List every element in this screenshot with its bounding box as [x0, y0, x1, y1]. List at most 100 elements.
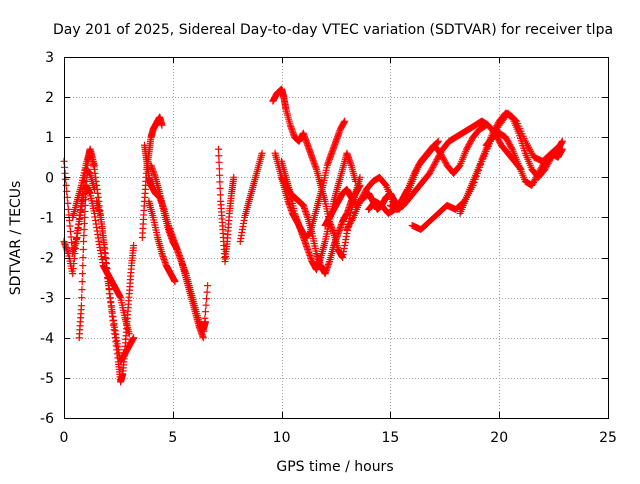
data-point — [539, 160, 547, 168]
data-point — [216, 184, 224, 192]
plot-frame — [64, 57, 609, 419]
data-point — [78, 278, 86, 286]
x-tick-label: 20 — [490, 430, 508, 446]
data-point — [410, 169, 418, 177]
data-point — [158, 121, 166, 129]
series-arc-19 — [386, 117, 525, 213]
data-point — [204, 282, 212, 290]
data-point — [529, 178, 537, 186]
data-point — [381, 180, 389, 188]
data-point — [345, 222, 353, 230]
data-point — [356, 181, 364, 189]
data-point — [341, 117, 349, 125]
data-point — [502, 133, 510, 141]
data-point — [530, 177, 538, 185]
data-point — [78, 294, 86, 302]
data-point — [400, 193, 408, 201]
data-point — [467, 136, 475, 144]
data-point — [507, 144, 515, 152]
data-point — [201, 314, 209, 322]
y-tick-label: -2 — [40, 251, 54, 267]
data-point — [506, 141, 514, 149]
data-point — [64, 199, 72, 207]
data-point — [348, 216, 356, 224]
data-point — [199, 334, 207, 342]
data-point — [80, 225, 88, 233]
data-point — [401, 191, 409, 199]
data-point — [81, 195, 89, 203]
data-point — [78, 270, 86, 278]
data-point — [361, 188, 369, 196]
data-point — [357, 196, 365, 204]
data-point — [414, 163, 422, 171]
data-point — [345, 221, 353, 229]
data-point — [431, 159, 439, 167]
data-point — [428, 165, 436, 173]
data-point — [536, 166, 544, 174]
data-point — [429, 163, 437, 171]
data-point — [62, 181, 70, 189]
data-point — [402, 188, 410, 196]
data-point — [412, 166, 420, 174]
data-point — [346, 219, 354, 227]
data-point — [62, 175, 70, 183]
data-point — [61, 169, 69, 177]
data-point — [414, 162, 422, 170]
data-point — [531, 175, 539, 183]
data-point — [79, 246, 87, 254]
data-point — [80, 219, 88, 227]
y-tick-label: -4 — [40, 331, 54, 347]
data-point — [344, 224, 352, 232]
grid-layer — [64, 57, 608, 418]
data-point — [258, 149, 266, 157]
x-tick-label: 5 — [168, 430, 177, 446]
data-point — [399, 194, 407, 202]
data-point — [201, 308, 209, 316]
data-point — [216, 171, 224, 179]
data-point — [495, 137, 503, 145]
data-point — [432, 157, 440, 165]
data-point — [533, 172, 541, 180]
data-point — [347, 218, 355, 226]
data-point — [463, 144, 471, 152]
data-point — [401, 190, 409, 198]
data-point — [403, 187, 411, 195]
data-point — [415, 160, 423, 168]
y-tick-label: 0 — [45, 170, 54, 186]
data-point — [215, 158, 223, 166]
series-arc-11 — [236, 149, 266, 246]
data-point — [494, 120, 502, 128]
data-point — [343, 225, 351, 233]
data-point — [80, 231, 88, 239]
data-point — [464, 142, 472, 150]
data-point — [215, 165, 223, 173]
axes-layer: 0 5 10 15 20 25 -6 -5 -4 -3 -2 -1 0 1 2 3 — [40, 50, 617, 446]
data-point — [532, 174, 540, 182]
y-tick-label: -1 — [40, 210, 54, 226]
data-point — [203, 295, 211, 303]
data-point — [78, 286, 86, 294]
y-tick-label: 3 — [45, 50, 54, 66]
data-point — [534, 171, 542, 179]
data-point — [81, 201, 89, 209]
data-point — [433, 156, 441, 164]
chart-title: Day 201 of 2025, Sidereal Day-to-day VTE… — [53, 22, 613, 38]
data-point — [435, 151, 443, 159]
x-tick-label: 15 — [381, 430, 399, 446]
y-tick-label: 2 — [45, 90, 54, 106]
data-point — [507, 142, 515, 150]
data-point — [503, 135, 511, 143]
data-point — [436, 150, 444, 158]
data-point — [538, 163, 546, 171]
data-point — [467, 138, 475, 146]
data-point — [81, 207, 89, 215]
data-point — [360, 190, 368, 198]
data-point — [529, 180, 537, 188]
data-point — [200, 321, 208, 329]
y-tick-label: -3 — [40, 291, 54, 307]
series-arc-22 — [482, 129, 566, 189]
y-tick-label: -5 — [40, 371, 54, 387]
x-tick-label: 0 — [60, 430, 69, 446]
data-point — [465, 141, 473, 149]
